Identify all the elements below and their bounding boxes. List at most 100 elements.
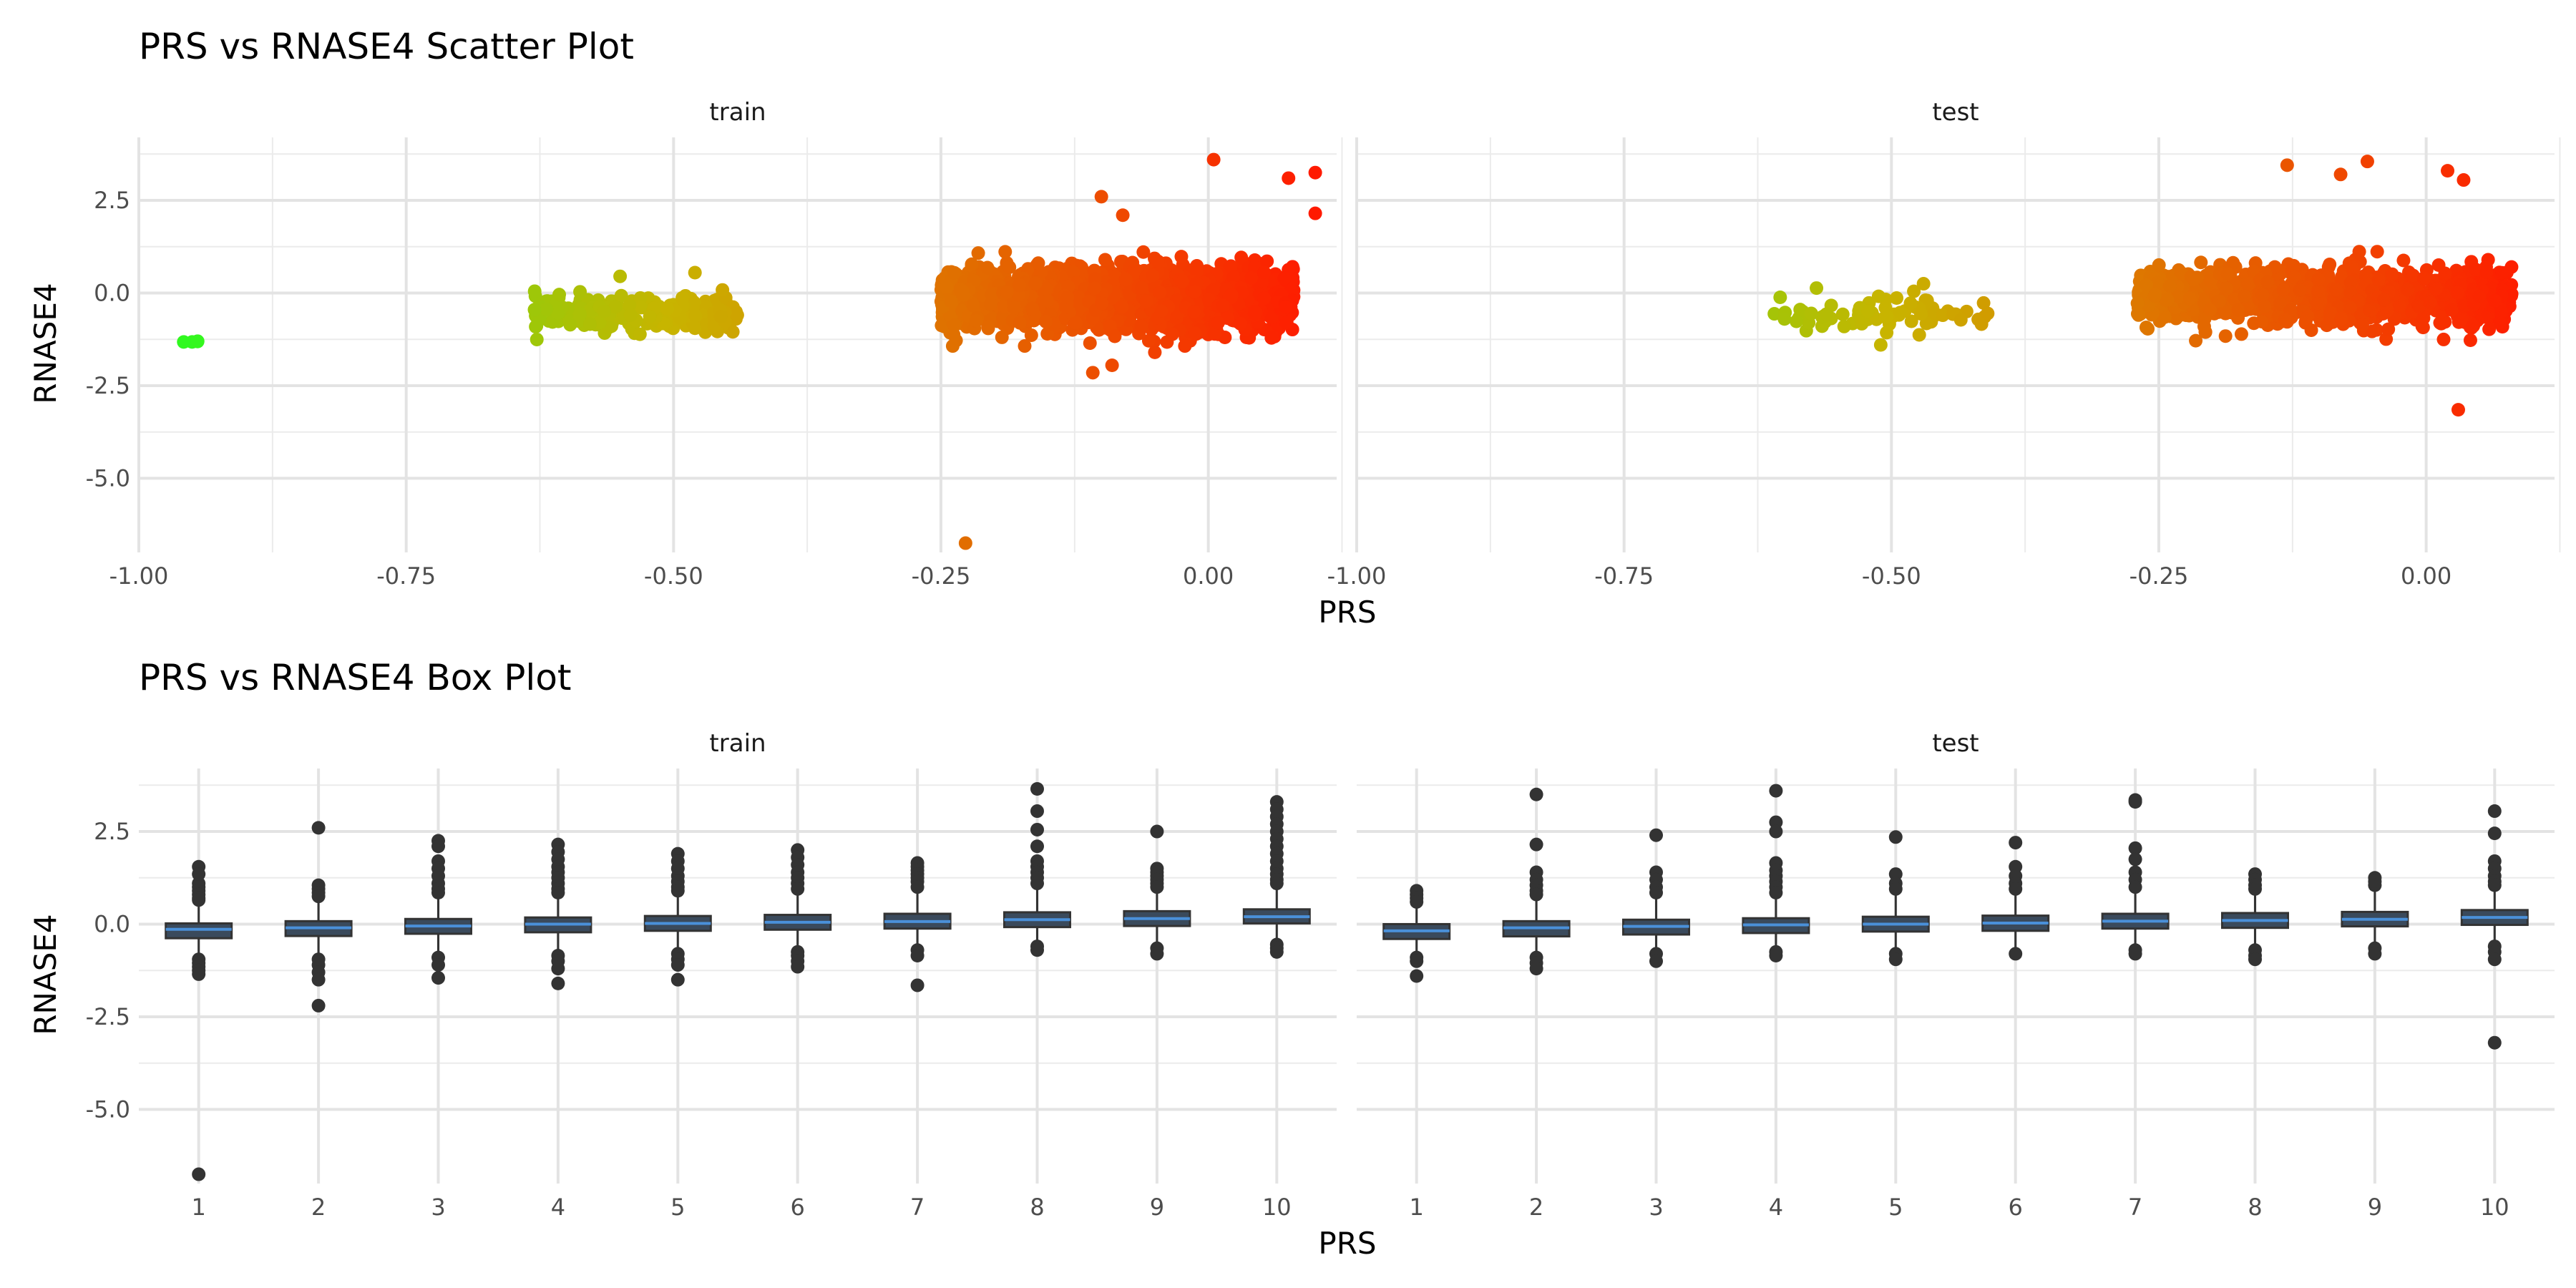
box-outlier-point <box>1030 781 1044 796</box>
box-outlier-point <box>2009 882 2023 896</box>
box-outlier-point <box>1888 952 1903 967</box>
scatter-point <box>1176 274 1190 288</box>
box-body <box>165 922 233 940</box>
scatter-point <box>995 330 1009 344</box>
scatter-point <box>2334 311 2348 326</box>
scatter-x-tick-label: -1.00 <box>109 562 169 590</box>
scatter-point <box>2133 307 2147 321</box>
scatter-point <box>634 301 648 315</box>
scatter-point <box>1134 319 1148 333</box>
scatter-point <box>2441 164 2455 178</box>
scatter-point <box>1118 272 1133 286</box>
scatter-point <box>2140 278 2154 292</box>
box-outlier-point <box>2128 852 2142 867</box>
scatter-point <box>2311 296 2325 311</box>
scatter-point <box>1893 306 1907 320</box>
scatter-point <box>2416 272 2431 286</box>
box-outlier-point <box>1649 885 1663 899</box>
box-test-8 <box>2221 867 2289 967</box>
scatter-point <box>1277 271 1292 286</box>
scatter-y-tick-label: -5.0 <box>86 464 130 492</box>
scatter-point <box>1804 306 1818 321</box>
box-test-7 <box>2101 793 2170 961</box>
scatter-point <box>1040 293 1054 308</box>
scatter-point <box>998 245 1013 259</box>
scatter-point <box>2304 323 2318 337</box>
scatter-point <box>2472 289 2487 303</box>
scatter-point <box>1024 328 1038 342</box>
scatter-point <box>1012 288 1026 302</box>
box-x-tick-label: 5 <box>1888 1194 1903 1221</box>
scatter-point <box>2381 322 2396 336</box>
box-x-tick-label: 8 <box>1030 1194 1044 1221</box>
box-outlier-point <box>791 960 805 974</box>
box-y-tick-label: 2.5 <box>94 818 130 845</box>
scatter-point <box>623 298 637 312</box>
scatter-point <box>2240 278 2255 292</box>
box-outlier-point <box>910 949 924 963</box>
scatter-point <box>1000 285 1014 299</box>
scatter-point <box>2162 279 2177 293</box>
box-train-7 <box>883 856 952 992</box>
scatter-point <box>1153 286 1167 300</box>
box-outlier-point <box>791 882 805 896</box>
scatter-point <box>2150 275 2165 290</box>
scatter-point <box>1976 296 1991 310</box>
scatter-point <box>1095 296 1109 311</box>
scatter-point <box>1279 316 1293 330</box>
scatter-point <box>2260 275 2275 289</box>
box-outlier-point <box>311 972 326 987</box>
scatter-point <box>1071 290 1085 304</box>
scatter-point <box>2186 272 2200 286</box>
scatter-point <box>966 298 980 313</box>
box-test-1 <box>1382 884 1451 983</box>
box-test-4 <box>1742 784 1810 963</box>
scatter-point <box>2377 293 2391 307</box>
scatter-point <box>1903 296 1918 311</box>
scatter-point <box>1234 316 1248 331</box>
scatter-point <box>2329 283 2343 297</box>
scatter-point <box>2323 306 2338 320</box>
box-outlier-point <box>1150 824 1164 839</box>
box-outlier-point <box>1769 824 1783 839</box>
box-x-tick-label: 4 <box>551 1194 565 1221</box>
scatter-point <box>1039 281 1053 296</box>
scatter-point <box>1154 303 1169 318</box>
scatter-point <box>2172 290 2186 304</box>
scatter-point <box>1060 300 1074 314</box>
scatter-point <box>633 327 647 341</box>
box-x-tick-label: 6 <box>2009 1194 2023 1221</box>
scatter-point <box>1265 310 1279 324</box>
box-train-9 <box>1123 824 1191 961</box>
scatter-point <box>1190 264 1204 278</box>
scatter-point <box>2494 305 2508 319</box>
box-outlier-point <box>551 962 565 976</box>
scatter-point <box>2220 281 2234 296</box>
scatter-point <box>1216 298 1230 313</box>
scatter-point <box>2203 274 2218 288</box>
scatter-point <box>1187 304 1201 318</box>
box-outlier-point <box>2128 795 2142 809</box>
scatter-point <box>2467 318 2481 333</box>
box-outlier-point <box>1410 894 1424 909</box>
scatter-point <box>1018 339 1032 353</box>
box-test-2 <box>1502 787 1571 976</box>
scatter-point <box>1188 284 1202 298</box>
scatter-point <box>1135 280 1149 295</box>
scatter-point <box>1226 270 1241 285</box>
scatter-point <box>573 285 587 299</box>
scatter-point <box>2255 288 2270 302</box>
box-outlier-point <box>551 885 565 899</box>
scatter-point <box>726 325 740 339</box>
scatter-point <box>1088 281 1102 296</box>
scatter-point <box>552 288 567 302</box>
scatter-point <box>1165 327 1179 341</box>
scatter-point <box>1913 307 1928 321</box>
box-outlier-point <box>2487 826 2502 841</box>
box-x-axis-label: PRS <box>1318 1226 1376 1261</box>
scatter-point <box>2345 260 2359 275</box>
box-x-tick-label: 9 <box>2368 1194 2382 1221</box>
box-outlier-point <box>2487 878 2502 892</box>
scatter-point <box>1066 265 1080 280</box>
scatter-point <box>1178 339 1192 353</box>
